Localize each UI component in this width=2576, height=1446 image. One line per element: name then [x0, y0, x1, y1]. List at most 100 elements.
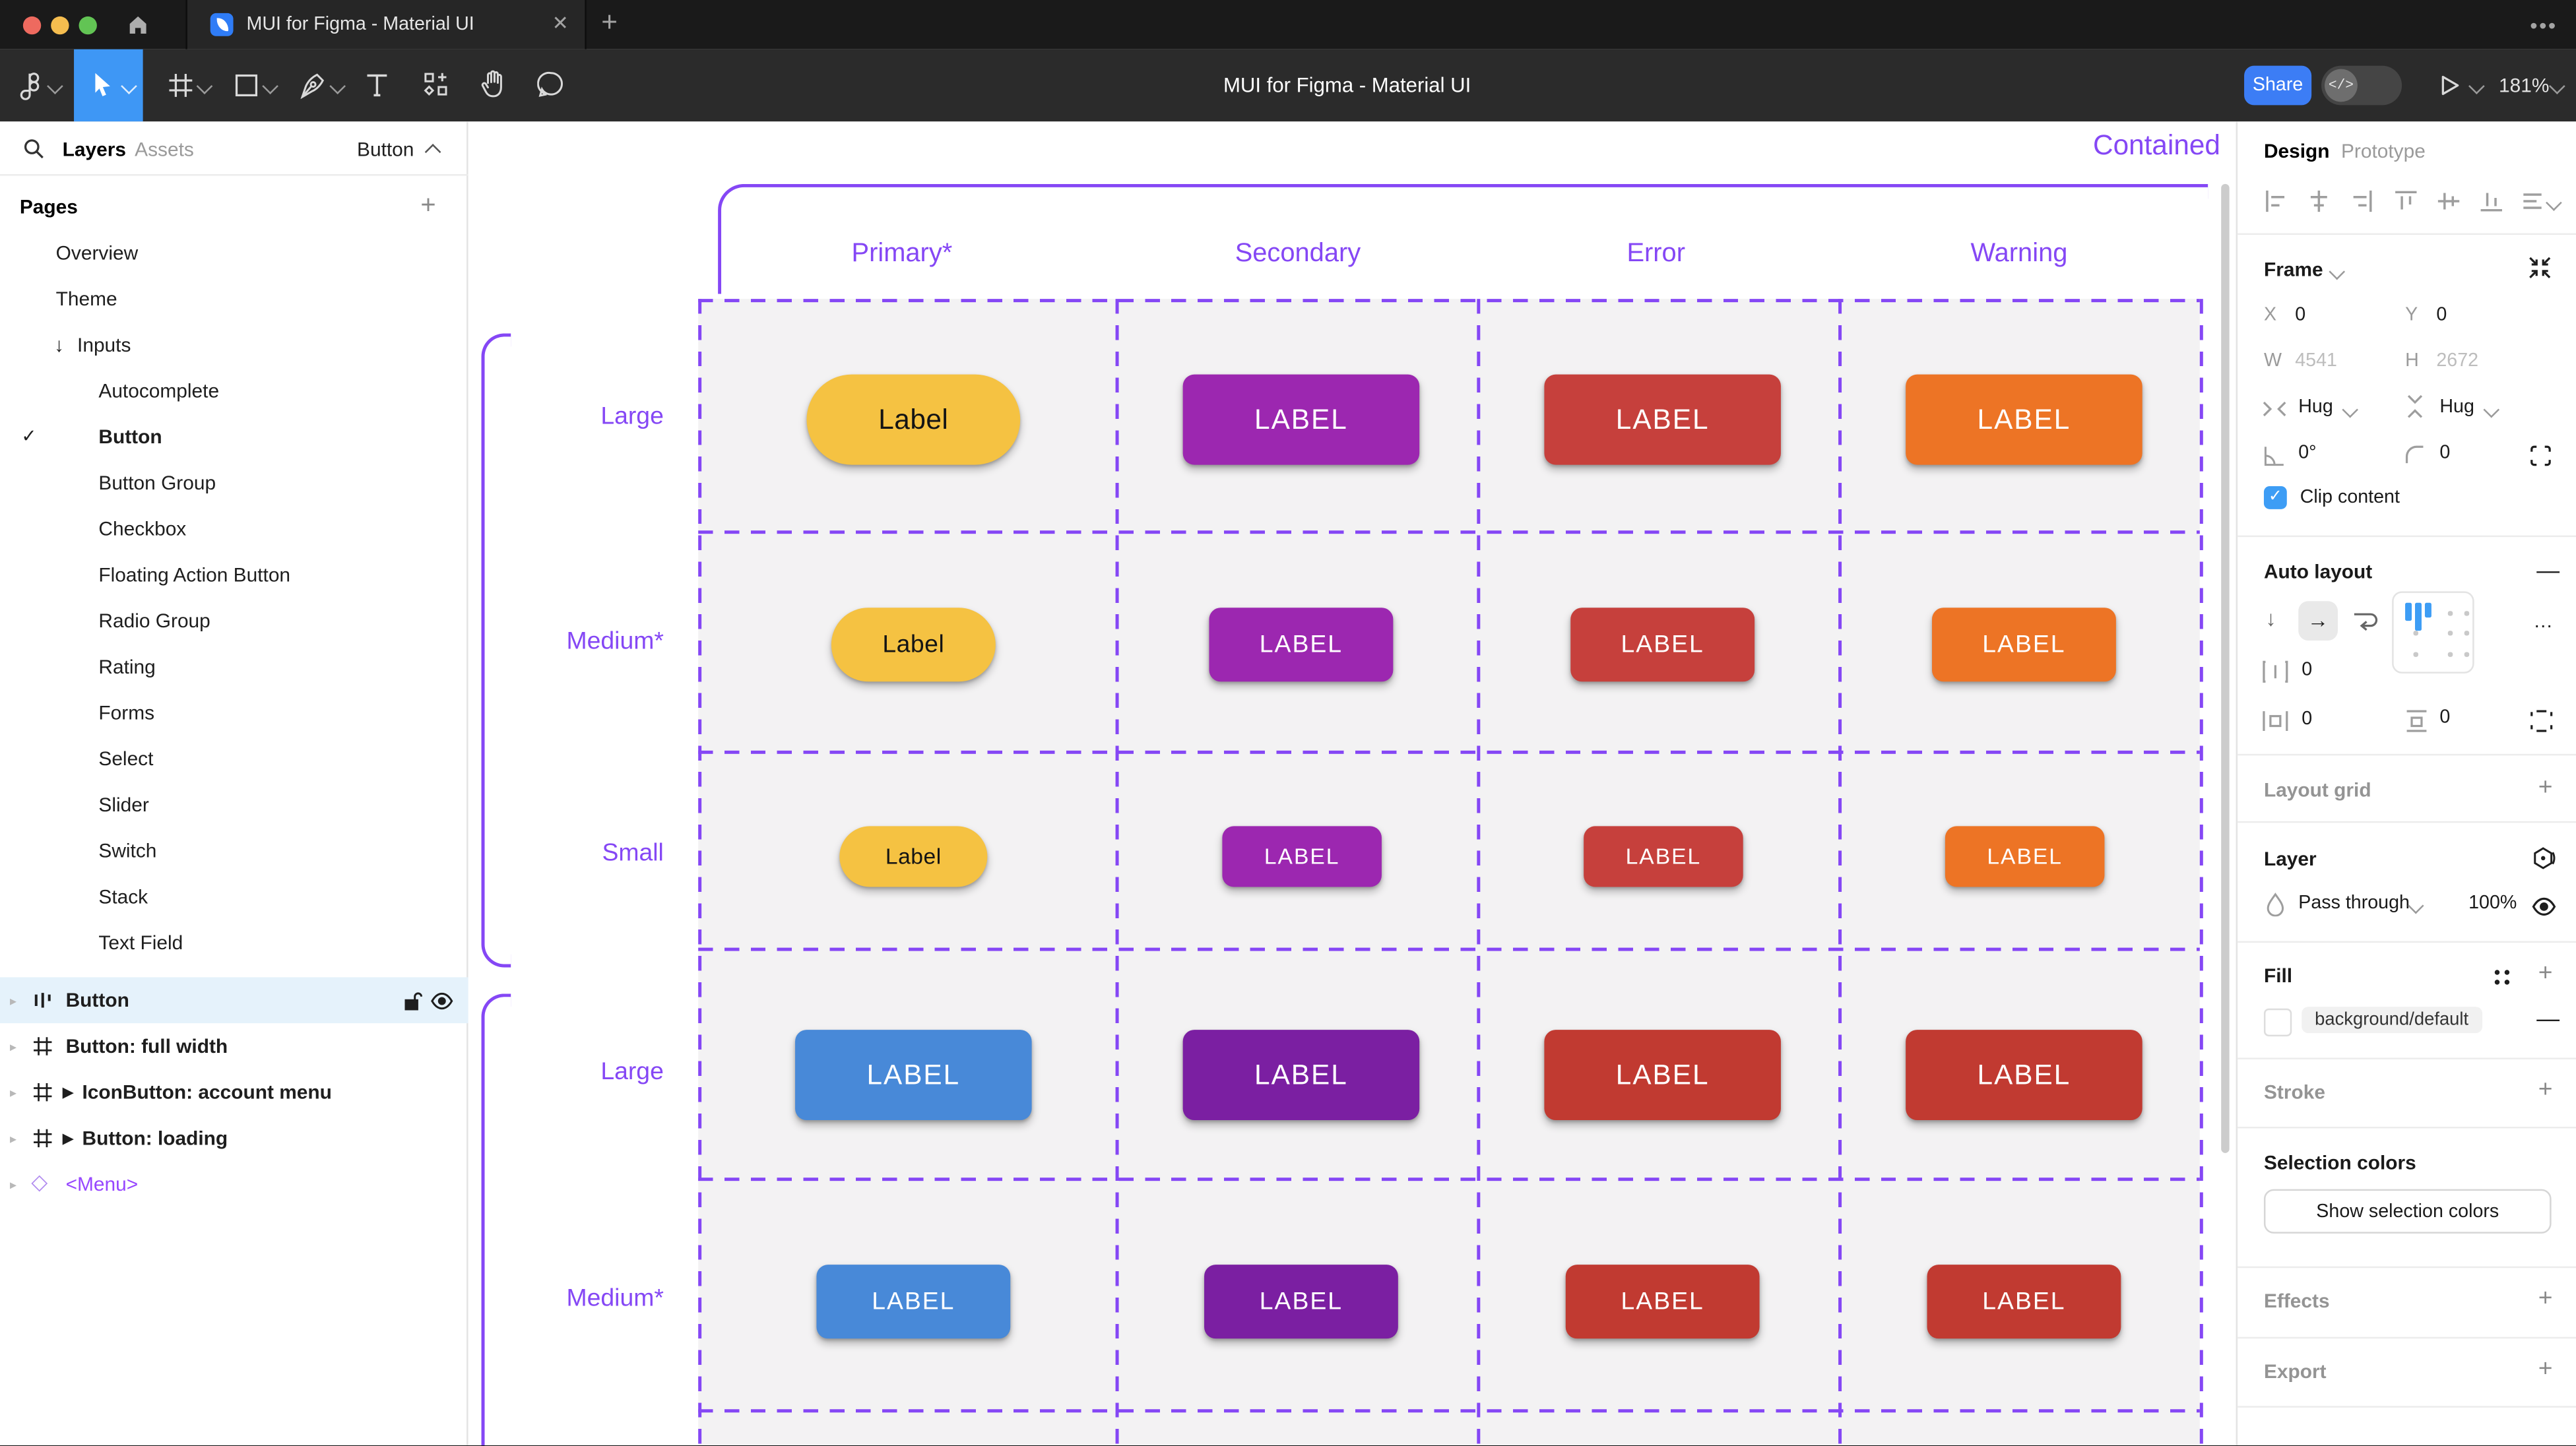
figma-main-menu-icon[interactable]	[20, 73, 41, 100]
align-v-center-icon[interactable]	[2436, 189, 2461, 213]
add-effect-icon[interactable]: +	[2538, 1284, 2553, 1313]
hug-h-value[interactable]: Hug	[2298, 397, 2333, 418]
blend-mode-icon[interactable]	[2532, 846, 2556, 870]
rotation-value[interactable]: 0°	[2298, 443, 2317, 464]
h-value[interactable]: 2672	[2436, 351, 2479, 371]
mui-button[interactable]: LABEL	[1182, 374, 1420, 465]
document-title[interactable]: MUI for Figma - Material UI	[1223, 74, 1471, 97]
align-left-icon[interactable]	[2264, 189, 2288, 213]
hand-tool-icon[interactable]	[480, 69, 507, 100]
shape-tool-icon[interactable]	[234, 73, 260, 99]
traffic-close-icon[interactable]	[22, 16, 42, 35]
tab-assets[interactable]: Assets	[135, 138, 194, 162]
export-section-header[interactable]: Export	[2263, 1360, 2327, 1383]
direction-vertical-icon[interactable]: ↓	[2265, 606, 2276, 631]
frame-title[interactable]: Contained	[2093, 129, 2221, 162]
remove-fill-icon[interactable]: —	[2536, 1005, 2560, 1032]
tab-design[interactable]: Design	[2263, 139, 2330, 163]
tab-prototype[interactable]: Prototype	[2340, 139, 2426, 163]
page-item[interactable]: Slider	[98, 793, 149, 817]
mui-button[interactable]: LABEL	[1906, 374, 2142, 465]
gap-value[interactable]: 0	[2302, 660, 2313, 680]
w-value[interactable]: 4541	[2295, 351, 2337, 371]
mui-button[interactable]: Label	[806, 374, 1021, 465]
share-button[interactable]: Share	[2244, 65, 2312, 106]
mui-button[interactable]: Label	[839, 826, 988, 887]
canvas[interactable]: Contained Primary* Secondary Error Warni…	[468, 121, 2236, 1446]
mui-button[interactable]: LABEL	[795, 1030, 1032, 1121]
page-item[interactable]: Checkbox	[98, 517, 187, 541]
tab-close-icon[interactable]: ✕	[552, 11, 569, 35]
collapse-arrow-icon[interactable]: ↓	[54, 333, 65, 357]
tab-layers[interactable]: Layers	[62, 138, 126, 162]
opacity-value[interactable]: 100%	[2468, 893, 2517, 914]
main-menu-chevron-icon[interactable]	[47, 78, 63, 95]
traffic-zoom-icon[interactable]	[79, 16, 97, 35]
align-h-center-icon[interactable]	[2307, 189, 2331, 213]
stroke-section-header[interactable]: Stroke	[2263, 1081, 2325, 1104]
expand-arrow-icon[interactable]: ▸	[9, 1040, 16, 1055]
mui-button[interactable]: LABEL	[816, 1265, 1011, 1339]
zoom-chevron-icon[interactable]	[2549, 78, 2565, 95]
layer-row[interactable]: ▸ ▶ Button: loading	[0, 1116, 468, 1162]
expand-arrow-icon[interactable]: ▸	[9, 1131, 16, 1147]
remove-auto-layout-icon[interactable]: —	[2536, 557, 2560, 583]
fill-styles-icon[interactable]	[2492, 967, 2512, 987]
effects-section-header[interactable]: Effects	[2263, 1289, 2330, 1313]
page-selector-chevron-icon[interactable]	[424, 143, 441, 160]
hug-h-chevron-icon[interactable]	[2342, 401, 2358, 418]
layer-row-selected[interactable]: ▸ Button	[0, 977, 468, 1024]
page-item[interactable]: Text Field	[98, 931, 183, 955]
frame-tool-icon[interactable]	[168, 73, 194, 99]
individual-padding-icon[interactable]	[2530, 710, 2553, 733]
comment-tool-icon[interactable]	[537, 71, 565, 98]
page-item[interactable]: Rating	[98, 655, 156, 679]
page-item[interactable]: Stack	[98, 885, 148, 908]
alignment-widget[interactable]	[2392, 591, 2474, 674]
mui-button[interactable]: LABEL	[1182, 1030, 1420, 1121]
auto-layout-header[interactable]: Auto layout	[2263, 560, 2373, 583]
add-export-icon[interactable]: +	[2538, 1355, 2553, 1383]
resources-tool-icon[interactable]	[422, 71, 450, 98]
pen-tool-icon[interactable]	[299, 71, 327, 100]
wrap-icon[interactable]	[2352, 608, 2379, 631]
blend-mode-chevron-icon[interactable]	[2407, 897, 2424, 914]
distribute-chevron-icon[interactable]	[2546, 195, 2562, 211]
zoom-level[interactable]: 181%	[2498, 74, 2550, 97]
mui-button[interactable]: LABEL	[1565, 1265, 1760, 1339]
page-item[interactable]: Button Group	[98, 471, 216, 495]
add-fill-icon[interactable]: +	[2538, 959, 2553, 988]
expand-arrow-icon[interactable]: ▸	[9, 1085, 16, 1101]
align-bottom-icon[interactable]	[2479, 189, 2503, 213]
mui-button[interactable]: LABEL	[1222, 826, 1382, 887]
expand-arrow-icon[interactable]: ▸	[9, 993, 16, 1009]
page-item[interactable]: Select	[98, 747, 154, 770]
shrink-icon[interactable]	[2528, 256, 2552, 279]
present-chevron-icon[interactable]	[2468, 78, 2485, 95]
fill-swatch[interactable]	[2263, 1008, 2292, 1037]
direction-horizontal-selected[interactable]: →	[2298, 601, 2338, 641]
expand-arrow-icon[interactable]: ▸	[9, 1178, 16, 1193]
y-value[interactable]: 0	[2436, 305, 2447, 325]
mui-button[interactable]: LABEL	[1584, 826, 1743, 887]
page-item-selected[interactable]: Button	[98, 425, 162, 449]
page-item[interactable]: Theme	[55, 287, 117, 311]
pen-tool-chevron-icon[interactable]	[329, 78, 346, 95]
move-tool-button[interactable]	[74, 49, 143, 122]
page-item[interactable]: Overview	[55, 241, 139, 265]
visible-icon[interactable]	[430, 992, 453, 1010]
page-item[interactable]: Radio Group	[98, 609, 210, 633]
traffic-minimize-icon[interactable]	[51, 16, 69, 35]
add-stroke-icon[interactable]: +	[2538, 1075, 2553, 1104]
frame-header-chevron-icon[interactable]	[2329, 263, 2346, 280]
page-selector[interactable]: Button	[357, 138, 414, 162]
mui-button[interactable]: LABEL	[1544, 1030, 1781, 1121]
search-icon[interactable]	[23, 138, 44, 159]
clip-content-checkbox[interactable]: ✓	[2263, 486, 2287, 509]
auto-layout-more-icon[interactable]: …	[2533, 609, 2555, 633]
unlocked-icon[interactable]	[402, 990, 422, 1011]
new-tab-icon[interactable]: +	[601, 6, 618, 38]
mui-button[interactable]: LABEL	[1209, 608, 1394, 682]
page-item[interactable]: Forms	[98, 701, 155, 725]
show-selection-colors-button[interactable]: Show selection colors	[2263, 1189, 2552, 1234]
